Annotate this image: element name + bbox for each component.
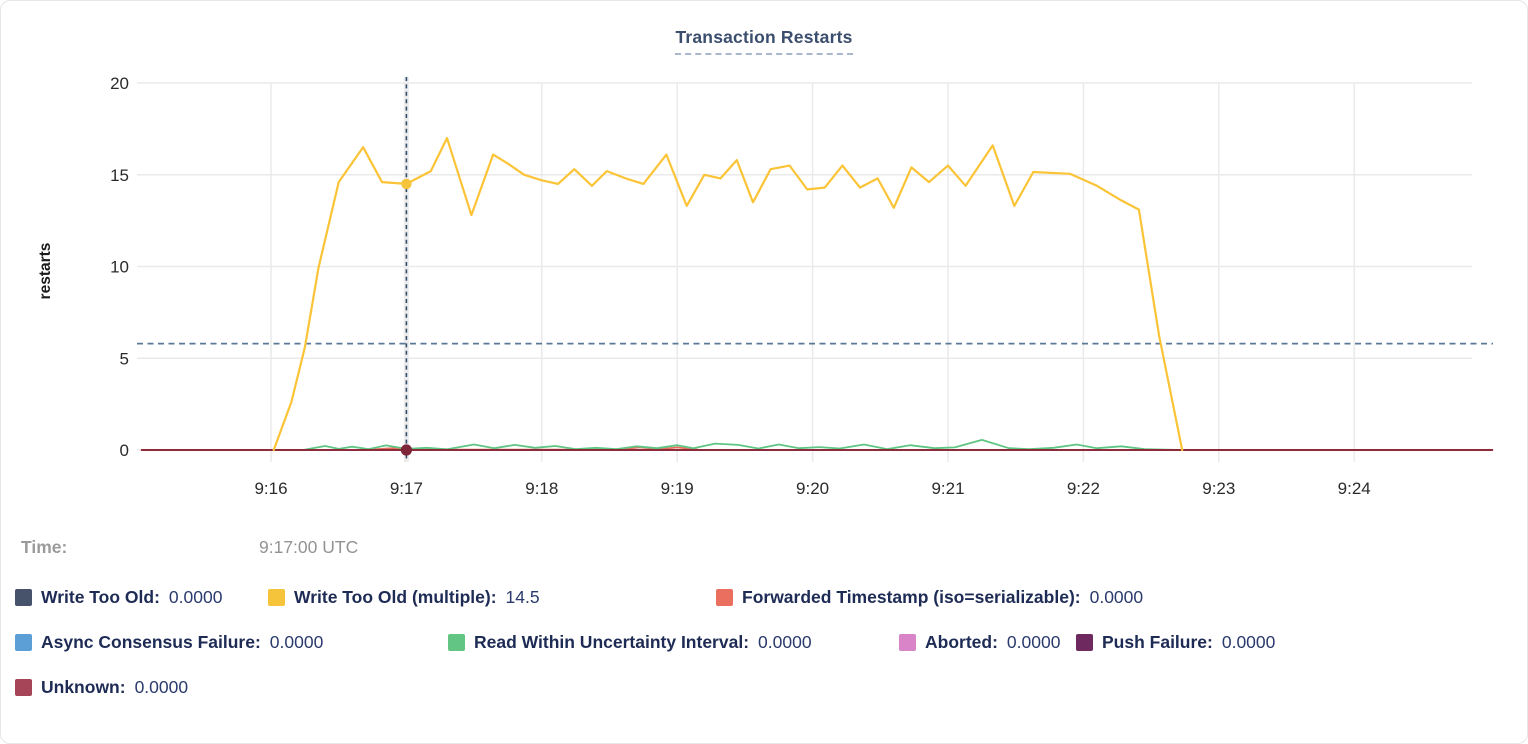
x-tick-label: 9:22 bbox=[1067, 479, 1100, 498]
chart-title-row: Transaction Restarts bbox=[1, 27, 1527, 55]
legend-label: Async Consensus Failure: bbox=[41, 632, 261, 652]
y-tick-label: 15 bbox=[110, 166, 129, 185]
series-line-read-within-uncertainty-interval bbox=[303, 438, 1184, 451]
series-line-forwarded-timestamp-iso-serializable bbox=[364, 446, 699, 451]
legend-value: 0.0000 bbox=[269, 632, 324, 652]
x-tick-label: 9:16 bbox=[254, 479, 287, 498]
x-tick-label: 9:17 bbox=[390, 479, 423, 498]
x-tick-label: 9:21 bbox=[931, 479, 964, 498]
legend-value: 0.0000 bbox=[1089, 587, 1144, 607]
legend-item-write-too-old-multiple[interactable]: Write Too Old (multiple): 14.5 bbox=[268, 587, 540, 608]
legend-swatch-push-failure bbox=[1076, 634, 1093, 651]
y-tick-label: 10 bbox=[110, 258, 129, 277]
legend-value: 0.0000 bbox=[168, 587, 223, 607]
legend-row-1: Write Too Old: 0.0000 Write Too Old (mul… bbox=[1, 587, 1527, 613]
legend-swatch-unknown bbox=[15, 679, 32, 696]
legend-row-2: Async Consensus Failure: 0.0000 Read Wit… bbox=[1, 632, 1527, 658]
y-tick-label: 20 bbox=[110, 74, 129, 93]
legend-item-async-consensus-failure[interactable]: Async Consensus Failure: 0.0000 bbox=[15, 632, 323, 653]
legend-swatch-write-too-old-multiple bbox=[268, 589, 285, 606]
series-line-write-too-old-multiple bbox=[272, 137, 1184, 452]
legend-swatch-read-within-uncertainty-interval bbox=[448, 634, 465, 651]
y-tick-label: 5 bbox=[120, 349, 129, 368]
legend-label: Write Too Old: bbox=[41, 587, 160, 607]
legend-label: Aborted: bbox=[925, 632, 998, 652]
legend-item-read-within-uncertainty-interval[interactable]: Read Within Uncertainty Interval: 0.0000 bbox=[448, 632, 812, 653]
legend-item-write-too-old[interactable]: Write Too Old: 0.0000 bbox=[15, 587, 222, 608]
chart-title[interactable]: Transaction Restarts bbox=[675, 27, 853, 55]
legend-label: Write Too Old (multiple): bbox=[294, 587, 497, 607]
x-tick-label: 9:23 bbox=[1202, 479, 1235, 498]
legend-item-forwarded-timestamp[interactable]: Forwarded Timestamp (iso=serializable): … bbox=[716, 587, 1143, 608]
legend-label: Unknown: bbox=[41, 677, 126, 697]
legend-item-aborted[interactable]: Aborted: 0.0000 bbox=[899, 632, 1060, 653]
legend-value: 0.0000 bbox=[1221, 632, 1276, 652]
hover-dot-write-too-old-multiple bbox=[401, 178, 412, 190]
x-tick-label: 9:19 bbox=[661, 479, 694, 498]
legend-value: 0.0000 bbox=[758, 632, 812, 652]
legend-label: Forwarded Timestamp (iso=serializable): bbox=[742, 587, 1081, 607]
legend-item-push-failure[interactable]: Push Failure: 0.0000 bbox=[1076, 632, 1275, 653]
hover-time-row: Time: 9:17:00 UTC bbox=[21, 537, 721, 558]
x-tick-label: 9:18 bbox=[525, 479, 558, 498]
x-tick-label: 9:20 bbox=[796, 479, 829, 498]
legend-value: 14.5 bbox=[505, 587, 540, 607]
legend-item-unknown[interactable]: Unknown: 0.0000 bbox=[15, 677, 188, 698]
y-axis-title: restarts bbox=[37, 243, 54, 300]
legend-swatch-write-too-old bbox=[15, 589, 32, 606]
legend-swatch-forwarded-timestamp bbox=[716, 589, 733, 606]
legend-label: Push Failure: bbox=[1102, 632, 1213, 652]
legend-value: 0.0000 bbox=[1006, 632, 1061, 652]
legend-row-3: Unknown: 0.0000 bbox=[1, 677, 1527, 703]
x-tick-label: 9:24 bbox=[1338, 479, 1371, 498]
legend-swatch-aborted bbox=[899, 634, 916, 651]
time-value: 9:17:00 UTC bbox=[259, 537, 359, 557]
legend-label: Read Within Uncertainty Interval: bbox=[474, 632, 750, 652]
y-tick-label: 0 bbox=[120, 441, 129, 460]
legend-value: 0.0000 bbox=[134, 677, 189, 697]
time-label: Time: bbox=[21, 537, 68, 557]
hover-dot-unknown bbox=[400, 444, 412, 456]
legend-swatch-async-consensus-failure bbox=[15, 634, 32, 651]
